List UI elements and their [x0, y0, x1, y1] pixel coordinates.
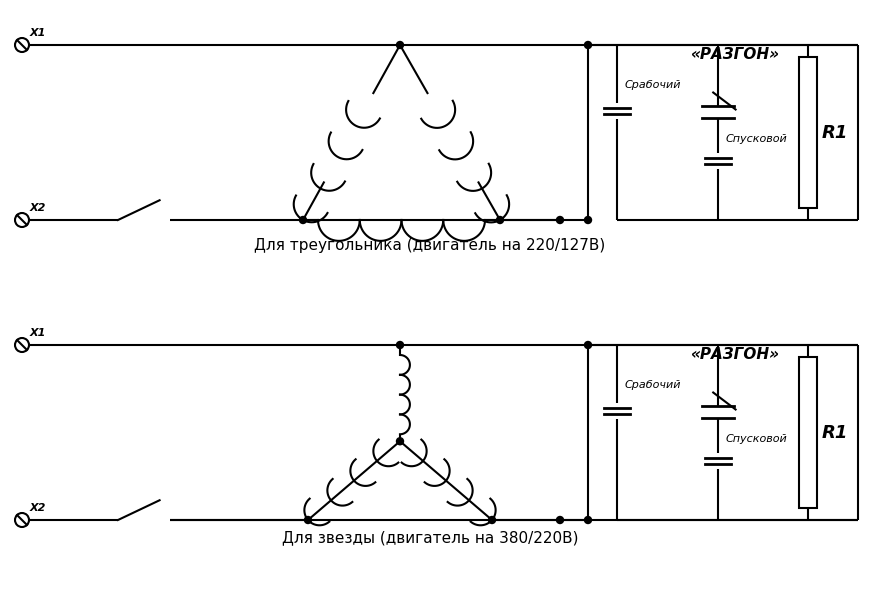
Text: «РАЗГОН»: «РАЗГОН» [689, 347, 778, 362]
Circle shape [584, 217, 591, 223]
Circle shape [488, 517, 495, 524]
Text: R1: R1 [821, 123, 847, 141]
Circle shape [15, 213, 29, 227]
Circle shape [299, 217, 306, 223]
Circle shape [15, 338, 29, 352]
Text: Срабочий: Срабочий [624, 81, 680, 90]
Circle shape [556, 517, 563, 524]
Circle shape [584, 341, 591, 349]
Text: Для треугольника (двигатель на 220/127В): Для треугольника (двигатель на 220/127В) [254, 238, 605, 253]
Text: Спусковой: Спусковой [725, 134, 787, 144]
Text: Срабочий: Срабочий [624, 380, 680, 391]
Circle shape [584, 517, 591, 524]
Text: X1: X1 [30, 328, 47, 338]
Text: R1: R1 [821, 423, 847, 441]
Circle shape [556, 217, 563, 223]
Circle shape [15, 38, 29, 52]
Circle shape [304, 517, 311, 524]
Circle shape [496, 217, 503, 223]
Text: Спусковой: Спусковой [725, 435, 787, 444]
Text: Для звезды (двигатель на 380/220В): Для звезды (двигатель на 380/220В) [282, 530, 578, 545]
Circle shape [396, 42, 403, 49]
Text: X2: X2 [30, 203, 47, 213]
Bar [798, 357, 816, 508]
Text: X1: X1 [30, 28, 47, 38]
Bar [798, 57, 816, 208]
Text: «РАЗГОН»: «РАЗГОН» [689, 47, 778, 62]
Circle shape [15, 513, 29, 527]
Circle shape [396, 438, 403, 445]
Text: X2: X2 [30, 503, 47, 513]
Circle shape [396, 341, 403, 349]
Circle shape [584, 42, 591, 49]
